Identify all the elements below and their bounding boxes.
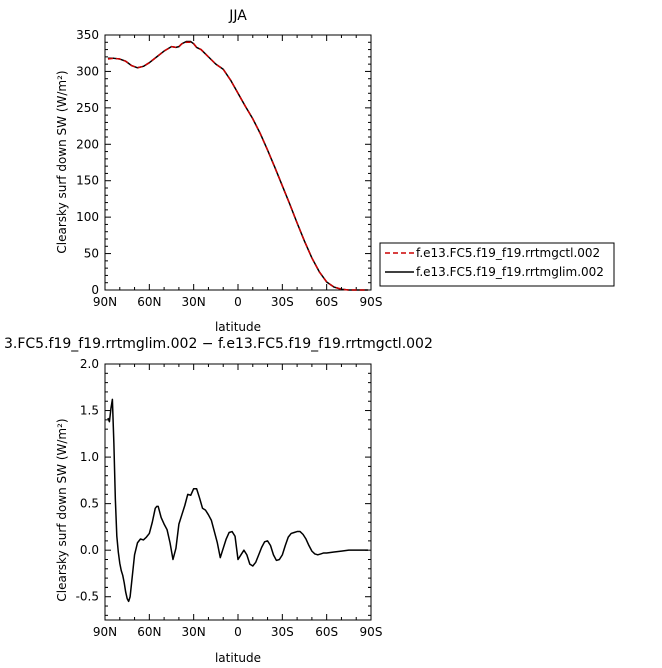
- bottom-y-tick-label: 0.5: [80, 497, 99, 511]
- bottom-x-tick-label: 30N: [182, 625, 206, 639]
- legend-label-lim: f.e13.FC5.f19_f19.rrtmglim.002: [416, 265, 604, 279]
- bottom-y-tick-label: 1.5: [80, 404, 99, 418]
- bottom-plot-area: 90N 60N 30N 0 30S 60S 90S -0.5 0.0 0.5 1.0 1.5 2.0: [76, 357, 383, 639]
- top-y-tick-label: 0: [91, 283, 99, 297]
- top-panel: JJA Clearsky surf down SW (W/m²) latitud…: [55, 8, 382, 334]
- top-y-tick-label: 100: [76, 210, 99, 224]
- bottom-y-tick-label: -0.5: [76, 590, 99, 604]
- bottom-x-tick-label: 90S: [360, 625, 383, 639]
- bottom-y-tick-label: 0.0: [80, 543, 99, 557]
- bottom-y-tick-label: 2.0: [80, 357, 99, 371]
- legend: f.e13.FC5.f19_f19.rrtmgctl.002 f.e13.FC5…: [379, 242, 615, 287]
- bottom-x-tick-label: 90N: [93, 625, 117, 639]
- bottom-x-tick-label: 60S: [315, 625, 338, 639]
- bottom-x-tick-label: 0: [234, 625, 242, 639]
- top-x-tick-label: 60N: [137, 295, 161, 309]
- bottom-series-line-0: [107, 398, 369, 603]
- bottom-x-tick-label: 30S: [271, 625, 294, 639]
- top-x-tick-label: 90S: [360, 295, 383, 309]
- bottom-panel: 3.FC5.f19_f19.rrtmglim.002 − f.e13.FC5.f…: [4, 336, 433, 665]
- top-x-tick-label: 0: [234, 295, 242, 309]
- top-chart-title: JJA: [228, 8, 247, 24]
- legend-label-ctl: f.e13.FC5.f19_f19.rrtmgctl.002: [416, 246, 600, 260]
- top-series-line-1: [107, 41, 369, 291]
- top-x-tick-label: 30N: [182, 295, 206, 309]
- top-x-axis-label: latitude: [215, 320, 261, 334]
- legend-box: [379, 242, 615, 287]
- top-y-tick-label: 350: [76, 28, 99, 42]
- top-x-tick-label: 90N: [93, 295, 117, 309]
- bottom-x-tick-label: 60N: [137, 625, 161, 639]
- top-x-tick-label: 30S: [271, 295, 294, 309]
- bottom-x-axis-label: latitude: [215, 651, 261, 665]
- top-x-tick-label: 60S: [315, 295, 338, 309]
- bottom-plot-frame: [104, 363, 372, 621]
- top-series-line-0: [107, 40, 369, 291]
- top-y-tick-label: 50: [84, 247, 99, 261]
- bottom-chart-title: 3.FC5.f19_f19.rrtmglim.002 − f.e13.FC5.f…: [4, 336, 433, 352]
- top-y-tick-label: 150: [76, 174, 99, 188]
- bottom-y-axis-label: Clearsky surf down SW (W/m²): [55, 418, 69, 601]
- top-y-tick-label: 250: [76, 101, 99, 115]
- top-y-tick-label: 200: [76, 137, 99, 151]
- top-y-axis-label: Clearsky surf down SW (W/m²): [55, 70, 69, 253]
- top-plot-area: 90N 60N 30N 0 30S 60S 90S 0 50 100 150 200 250 300 350: [76, 28, 382, 309]
- top-plot-frame: [104, 34, 372, 291]
- bottom-y-tick-label: 1.0: [80, 450, 99, 464]
- top-y-tick-label: 300: [76, 64, 99, 78]
